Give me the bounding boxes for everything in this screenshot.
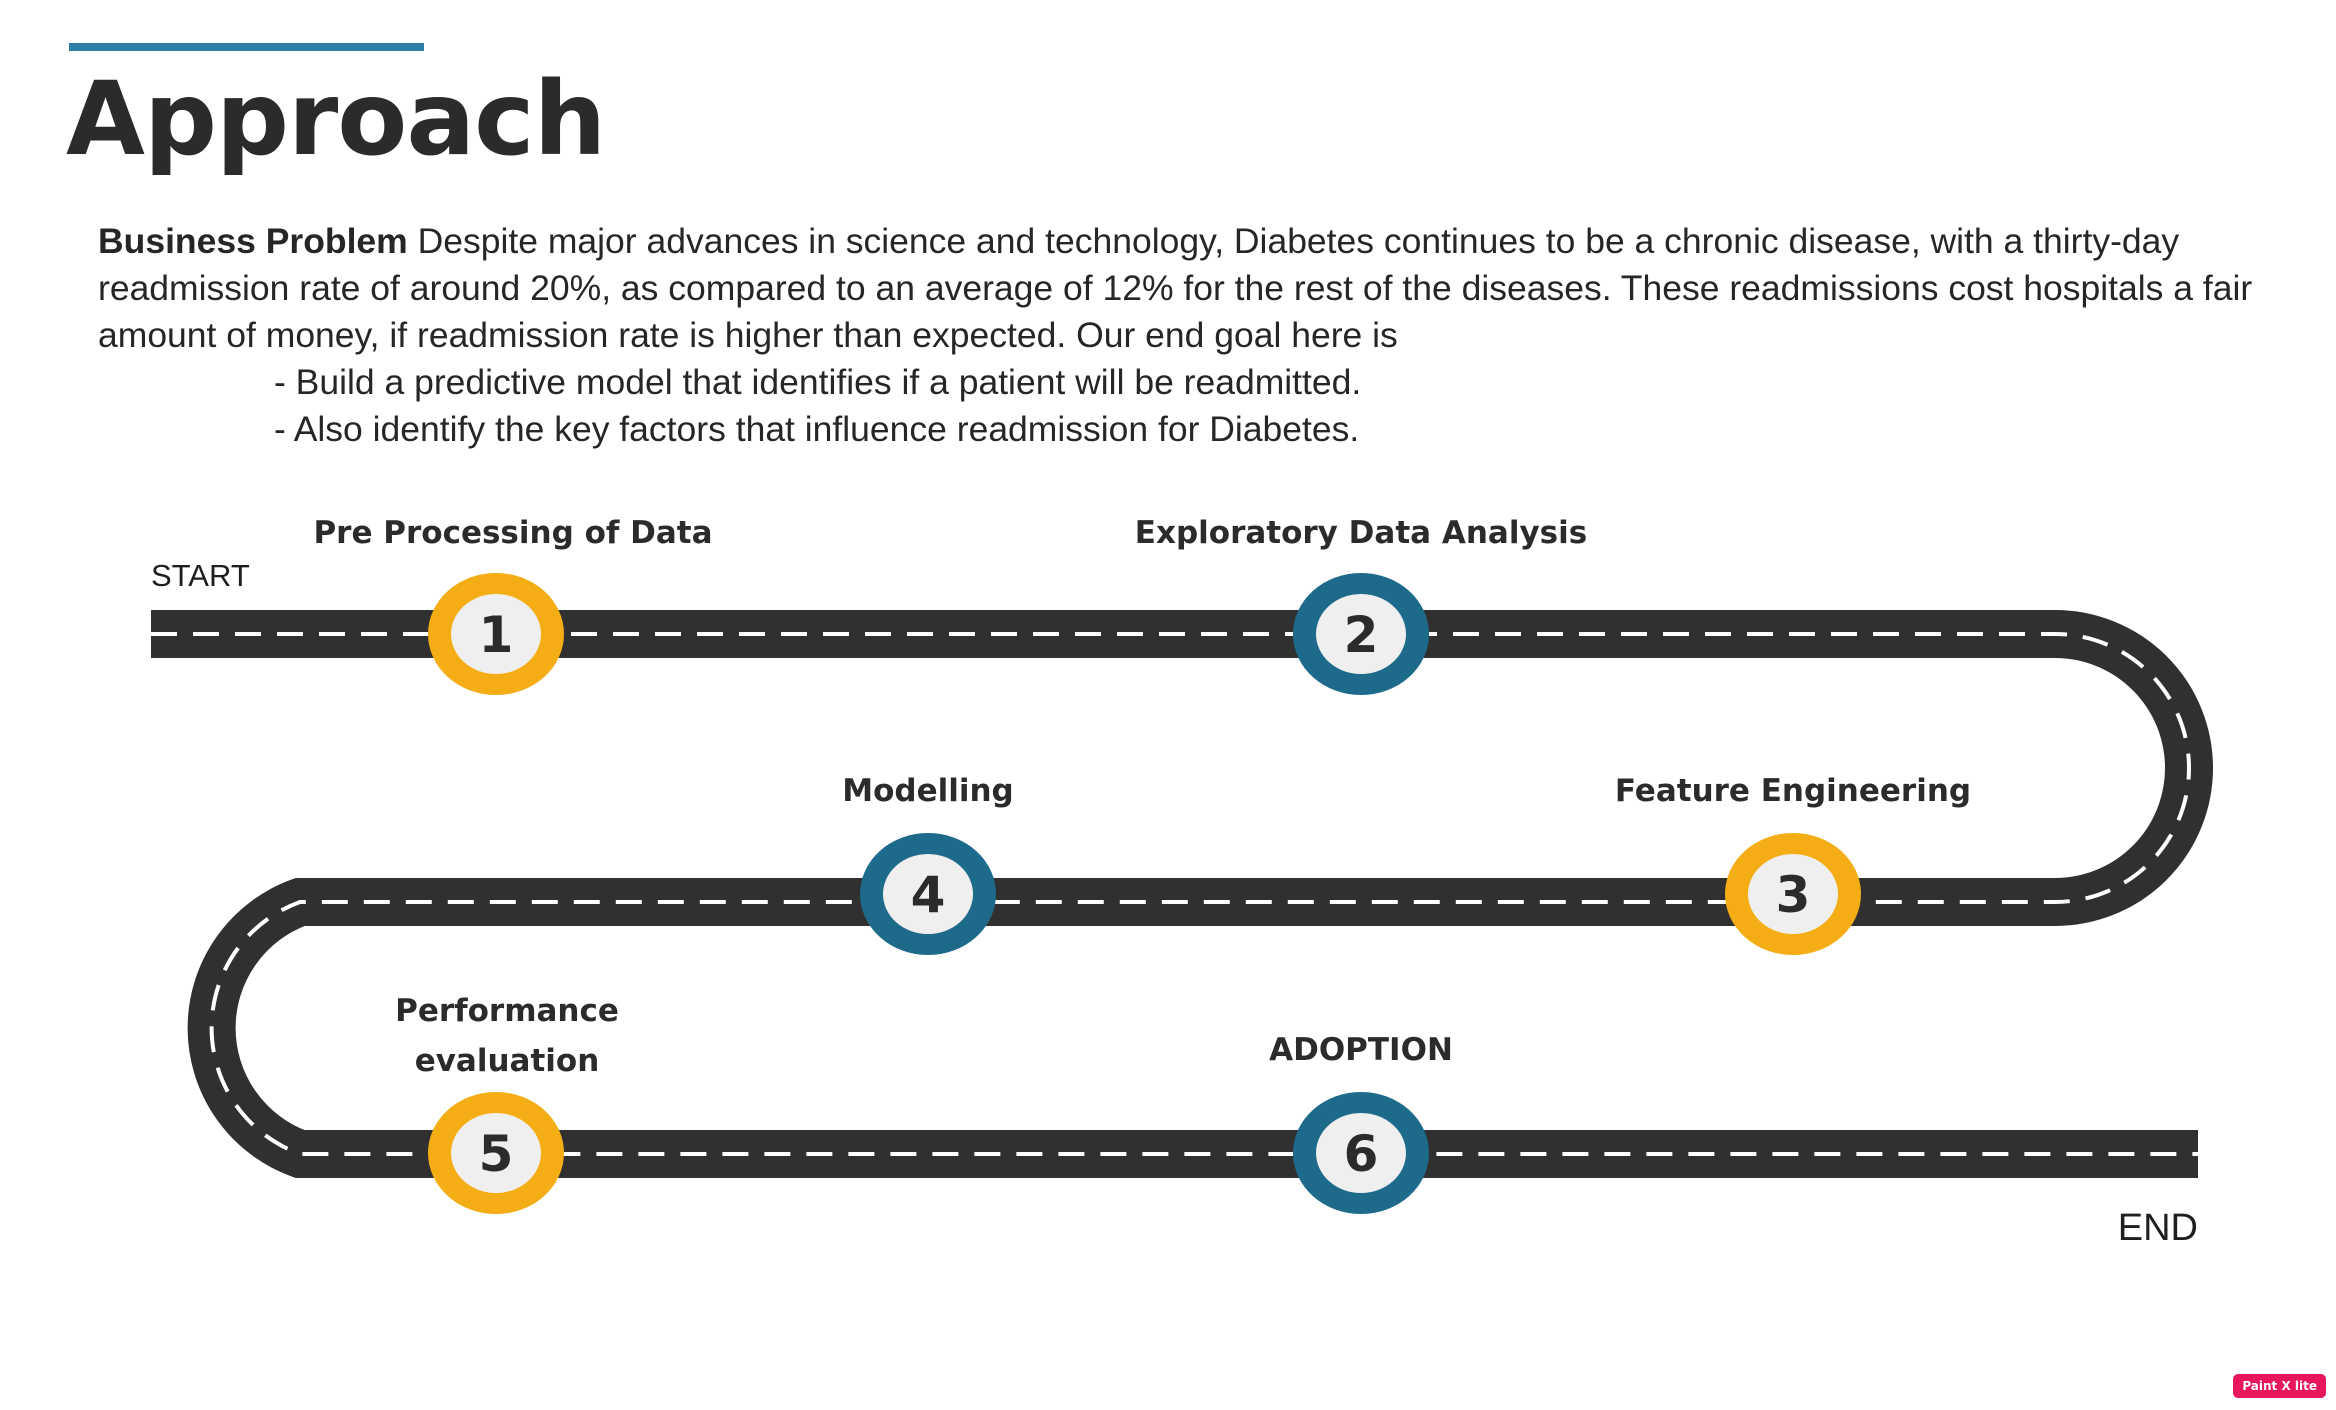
milestone-number: 1 xyxy=(479,606,514,664)
milestone-label: Exploratory Data Analysis xyxy=(1135,515,1587,551)
milestone-label: ADOPTION xyxy=(1269,1032,1453,1068)
milestone-6: 6 ADOPTION xyxy=(1269,1032,1453,1214)
milestone-center xyxy=(883,854,973,934)
milestone-number: 2 xyxy=(1344,606,1379,664)
milestone-number: 3 xyxy=(1776,866,1811,924)
business-problem: Business Problem Despite major advances … xyxy=(98,218,2258,453)
goal-item: - Build a predictive model that identifi… xyxy=(274,362,1362,402)
milestone-number: 4 xyxy=(911,866,946,924)
road-center-dashes xyxy=(151,632,2198,1156)
milestone-center xyxy=(1316,594,1406,674)
problem-text: Despite major advances in science and te… xyxy=(98,221,2253,355)
milestone-number: 5 xyxy=(479,1125,514,1183)
milestones: 1 Pre Processing of Data 2 Exploratory Data… xyxy=(313,515,1971,1214)
goal-item: - Also identify the key factors that inf… xyxy=(274,409,1360,449)
watermark-badge: Paint X lite xyxy=(2233,1374,2326,1398)
milestone-label: evaluation xyxy=(415,1043,600,1079)
end-label: END xyxy=(2118,1207,2198,1249)
milestone-5: 5 Performance evaluation xyxy=(395,993,619,1214)
milestone-label: Performance xyxy=(395,993,619,1029)
start-label: START xyxy=(151,558,250,593)
milestone-center xyxy=(1316,1113,1406,1193)
title-accent-bar xyxy=(69,43,424,51)
milestone-center xyxy=(1748,854,1838,934)
milestone-number: 6 xyxy=(1344,1125,1379,1183)
milestone-1: 1 Pre Processing of Data xyxy=(313,515,713,695)
road xyxy=(151,610,2213,1178)
milestone-4: 4 Modelling xyxy=(842,773,1014,955)
slide-title: Approach xyxy=(66,60,606,179)
milestone-label: Feature Engineering xyxy=(1615,773,1971,809)
milestone-center xyxy=(451,594,541,674)
problem-lead: Business Problem xyxy=(98,221,408,261)
milestone-3: 3 Feature Engineering xyxy=(1615,773,1971,955)
milestone-label: Pre Processing of Data xyxy=(313,515,712,551)
milestone-label: Modelling xyxy=(842,773,1014,809)
milestone-center xyxy=(451,1113,541,1193)
problem-paragraph: Business Problem Despite major advances … xyxy=(98,218,2258,359)
milestone-2: 2 Exploratory Data Analysis xyxy=(1135,515,1587,695)
